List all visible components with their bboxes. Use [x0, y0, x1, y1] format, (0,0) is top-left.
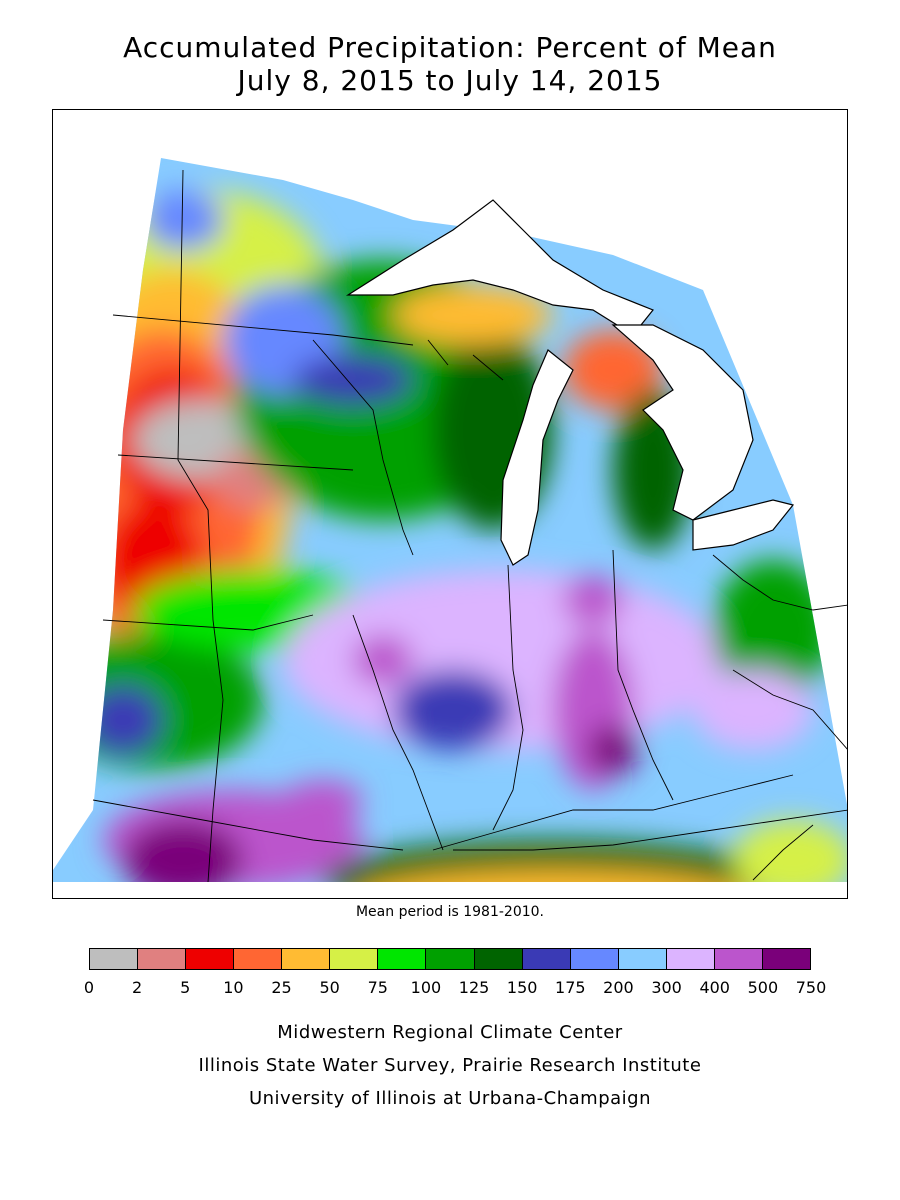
precipitation-map — [52, 109, 848, 899]
credit-line-2: Illinois State Water Survey, Prairie Res… — [198, 1055, 702, 1076]
legend-tick-label: 2 — [132, 978, 143, 997]
legend-tick-label: 400 — [699, 978, 730, 997]
legend-tick-label: 200 — [603, 978, 634, 997]
legend-swatch — [378, 949, 427, 969]
legend-swatch — [762, 949, 810, 969]
legend-tick-label: 150 — [506, 978, 538, 997]
legend-tick-label: 75 — [367, 978, 388, 997]
mean-period-note: Mean period is 1981-2010. — [355, 904, 545, 920]
legend-swatch — [90, 949, 139, 969]
legend-swatch — [330, 949, 379, 969]
legend-swatch — [234, 949, 283, 969]
legend-tick-label: 0 — [83, 978, 95, 997]
legend-swatch — [714, 949, 763, 969]
legend-swatch — [570, 949, 619, 969]
map-title: Accumulated Precipitation: Percent of Me… — [123, 31, 777, 64]
legend-swatch — [186, 949, 235, 969]
legend-tick-label: 10 — [223, 978, 244, 997]
precipitation-field — [53, 158, 847, 882]
legend-tick-label: 50 — [319, 978, 340, 997]
map-date-range: July 8, 2015 to July 14, 2015 — [237, 64, 663, 97]
legend-tick-label: 300 — [651, 978, 682, 997]
state-boundaries — [92, 169, 847, 883]
credit-line-3: University of Illinois at Urbana-Champai… — [248, 1088, 652, 1109]
color-legend — [89, 948, 811, 970]
legend-tick-label: 175 — [555, 978, 586, 997]
credit-line-1: Midwestern Regional Climate Center — [277, 1022, 623, 1043]
legend-swatch — [282, 949, 331, 969]
legend-swatch — [426, 949, 475, 969]
legend-tick-label: 25 — [271, 978, 292, 997]
legend-tick-label: 125 — [458, 978, 490, 997]
legend-swatch — [666, 949, 715, 969]
great-lakes — [345, 199, 795, 566]
legend-tick-label: 100 — [410, 978, 442, 997]
legend-swatch — [618, 949, 667, 969]
legend-tick-label: 5 — [180, 978, 191, 997]
legend-tick-label: 750 — [795, 978, 827, 997]
legend-swatch — [474, 949, 523, 969]
legend-swatch — [138, 949, 187, 969]
legend-swatch — [522, 949, 571, 969]
legend-tick-label: 500 — [747, 978, 779, 997]
